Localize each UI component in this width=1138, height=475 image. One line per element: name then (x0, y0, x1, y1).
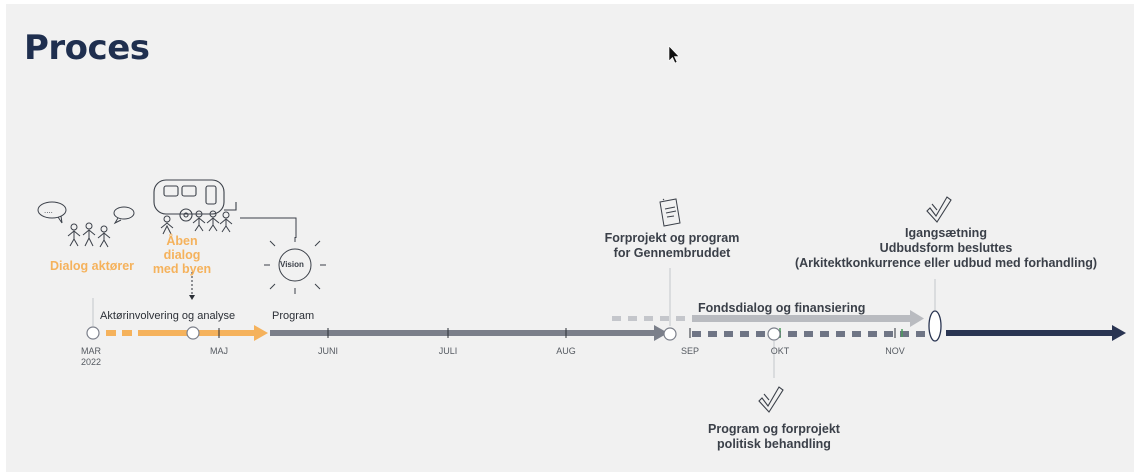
month-nov: NOV (885, 346, 905, 356)
people-icon (160, 210, 233, 235)
milestone-ellipse (928, 310, 942, 342)
month-juli: JULI (438, 346, 458, 356)
caravan-icon (153, 179, 237, 222)
dash-mark (836, 331, 845, 337)
month-mar-label: MAR (81, 346, 101, 356)
month-aug: AUG (556, 346, 576, 356)
label-politisk: Program og forprojekt politisk behandlin… (694, 422, 854, 452)
label-igangsaetning: Igangsætning Udbudsform besluttes (Arkit… (786, 226, 1106, 271)
program-arrow (270, 325, 668, 341)
page-title: Proces (24, 28, 150, 68)
speech-bubble-icon (113, 206, 135, 225)
connector-arrowhead (189, 295, 195, 300)
timeline-diagram: .... (37, 45, 1126, 413)
month-mar-year: 2022 (80, 357, 102, 367)
dash-mark (868, 331, 877, 337)
dash-mark (884, 331, 893, 337)
dash-mark (852, 331, 861, 337)
dash-mark (900, 331, 909, 337)
month-sep: SEP (680, 346, 699, 356)
orange-arrow (138, 325, 268, 341)
label-aktorinvolvering: Aktørinvolvering og analyse (100, 310, 236, 322)
dash-mark (708, 331, 717, 337)
label-igang-line2: Udbudsform besluttes (879, 241, 1013, 255)
month-maj: MAJ (210, 346, 228, 356)
dash-mark (788, 331, 797, 337)
fondsdialog-arrow (692, 310, 924, 327)
navy-final-arrow (946, 325, 1126, 341)
sun-icon (264, 237, 326, 294)
label-program: Program (272, 310, 315, 322)
light-dashed-segment (612, 316, 685, 321)
label-forprojekt-line2: for Gennembruddet (613, 246, 731, 260)
speech-bubble-icon: .... (37, 201, 67, 224)
month-mar: MAR 2022 (76, 346, 106, 368)
label-forprojekt-line1: Forprojekt og program (604, 231, 740, 245)
svg-text:....: .... (44, 207, 53, 215)
milestone-apr (186, 326, 200, 340)
label-igang-line3: (Arkitektkonkurrence eller udbud med for… (794, 256, 1098, 270)
dash-mark (820, 331, 829, 337)
label-politisk-line1: Program og forprojekt (708, 422, 840, 436)
people-icon (67, 222, 111, 248)
dash-mark (692, 331, 701, 337)
label-dialog-aktorer: Dialog aktører (50, 259, 135, 273)
month-juni: JUNI (318, 346, 338, 356)
label-aaben-dialog: Åben dialog med byen (152, 234, 212, 276)
orange-dashed-segment (106, 330, 132, 336)
slide: Proces (6, 4, 1134, 472)
label-aaben-dialog-line2: med byen (152, 262, 212, 276)
month-ticks (218, 328, 896, 338)
milestone-okt (767, 327, 781, 341)
checkmark-icon (926, 196, 952, 223)
label-politisk-line2: politisk behandling (717, 437, 831, 451)
dash-mark (724, 331, 733, 337)
dash-mark (916, 331, 925, 337)
label-fondsdialog: Fondsdialog og finansiering (698, 301, 866, 315)
document-icon (659, 198, 681, 227)
milestone-sep (663, 327, 677, 341)
dash-mark (804, 331, 813, 337)
dark-dashed-segment (692, 331, 925, 337)
cursor-icon (668, 45, 680, 64)
month-okt: OKT (770, 346, 790, 356)
label-forprojekt: Forprojekt og program for Gennembruddet (592, 231, 752, 261)
label-vision: Vision (280, 260, 304, 269)
dash-mark (756, 331, 765, 337)
checkmark-icon (758, 386, 784, 413)
label-aaben-dialog-line1: Åben dialog (163, 234, 201, 262)
milestone-mar (86, 326, 100, 340)
label-igang-line1: Igangsætning (905, 226, 987, 240)
vision-connector (240, 217, 297, 238)
dash-mark (740, 331, 749, 337)
